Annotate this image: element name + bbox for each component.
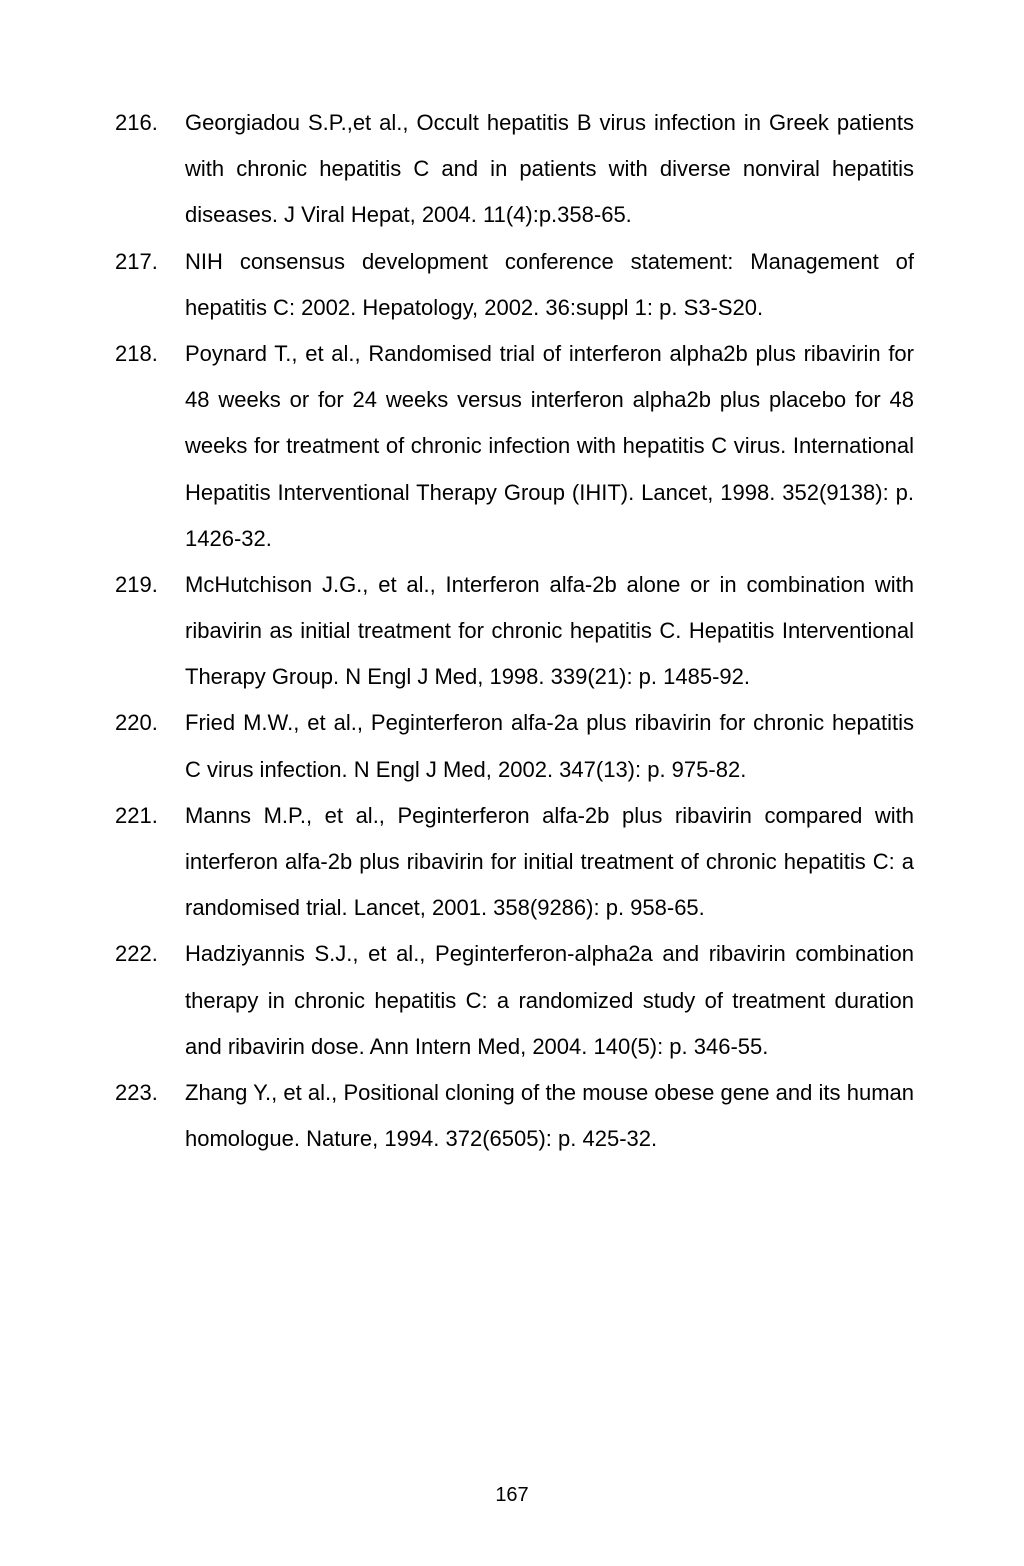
reference-item: 222.Hadziyannis S.J., et al., Peginterfe… [115, 931, 914, 1070]
reference-text: McHutchison J.G., et al., Interferon alf… [185, 562, 914, 701]
reference-text: NIH consensus development conference sta… [185, 239, 914, 331]
reference-text: Manns M.P., et al., Peginterferon alfa-2… [185, 793, 914, 932]
reference-text: Poynard T., et al., Randomised trial of … [185, 331, 914, 562]
reference-text: Hadziyannis S.J., et al., Peginterferon-… [185, 931, 914, 1070]
reference-number: 219. [115, 562, 185, 701]
reference-number: 221. [115, 793, 185, 932]
reference-text: Fried M.W., et al., Peginterferon alfa-2… [185, 700, 914, 792]
reference-text: Georgiadou S.P.,et al., Occult hepatitis… [185, 100, 914, 239]
reference-number: 216. [115, 100, 185, 239]
reference-item: 221.Manns M.P., et al., Peginterferon al… [115, 793, 914, 932]
reference-number: 222. [115, 931, 185, 1070]
reference-text: Zhang Y., et al., Positional cloning of … [185, 1070, 914, 1162]
references-list: 216.Georgiadou S.P.,et al., Occult hepat… [115, 100, 914, 1162]
reference-item: 220.Fried M.W., et al., Peginterferon al… [115, 700, 914, 792]
reference-item: 218.Poynard T., et al., Randomised trial… [115, 331, 914, 562]
reference-number: 223. [115, 1070, 185, 1162]
reference-item: 219.McHutchison J.G., et al., Interferon… [115, 562, 914, 701]
reference-item: 216.Georgiadou S.P.,et al., Occult hepat… [115, 100, 914, 239]
page-number: 167 [495, 1474, 528, 1516]
reference-number: 218. [115, 331, 185, 562]
reference-number: 220. [115, 700, 185, 792]
reference-item: 217.NIH consensus development conference… [115, 239, 914, 331]
reference-number: 217. [115, 239, 185, 331]
reference-item: 223.Zhang Y., et al., Positional cloning… [115, 1070, 914, 1162]
